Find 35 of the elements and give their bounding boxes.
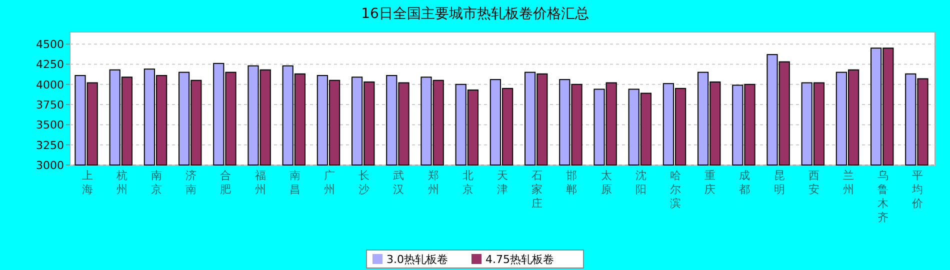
y-tick-label: 3250 [36,138,64,152]
x-tick-label: 平均价 [911,169,924,210]
x-tick-label: 郑州 [428,169,439,196]
x-tick-label: 兰州 [843,169,854,196]
x-tick-label: 上海 [82,169,93,196]
x-tick-label: 太原 [600,169,612,196]
x-tick-label: 石家庄 [532,169,543,210]
y-tick-label: 4000 [36,78,64,92]
x-tick-label: 杭州 [115,169,128,196]
x-tick-label: 广州 [324,169,335,196]
x-tick-label: 哈尔滨 [670,169,681,210]
x-tick-label: 西安 [808,169,820,196]
x-tick-label: 合肥 [220,169,232,196]
y-tick-label: 4250 [36,58,64,72]
x-tick-label: 成都 [739,169,750,196]
x-tick-label: 邯郸 [566,169,578,196]
y-tick-label: 4500 [36,38,64,52]
y-tick-label: 3500 [36,118,64,132]
x-tick-label: 沈阳 [635,169,646,196]
y-tick-label: 3000 [36,159,64,172]
y-tick-label: 3750 [36,98,64,112]
legend-label: 4.75热轧板卷 [486,253,554,266]
x-tick-label: 济南 [186,169,197,196]
chart-title: 16日全国主要城市热轧板卷价格汇总 [361,6,589,22]
x-tick-label: 长沙 [358,169,370,196]
x-tick-label: 天津 [497,169,508,196]
x-tick-label: 武汉 [393,169,404,196]
x-tick-label: 福州 [254,169,266,196]
x-tick-label: 南京 [151,169,162,196]
x-tick-label: 乌鲁木齐 [878,169,889,224]
x-tick-label: 重庆 [704,169,716,196]
x-tick-label: 昆明 [774,169,785,196]
x-tick-label: 北京 [462,169,474,196]
x-tick-label: 南昌 [289,169,300,196]
legend-label: 3.0热轧板卷 [386,253,448,266]
